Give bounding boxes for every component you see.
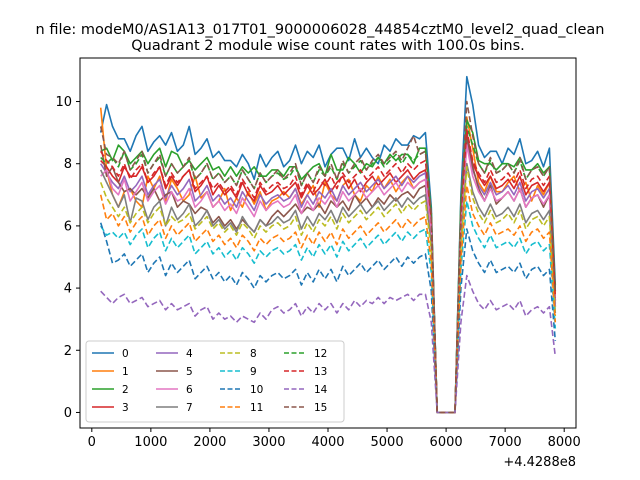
series-layer [99, 75, 557, 414]
series-line-1 [99, 107, 557, 414]
x-tick-label: 0 [88, 435, 96, 450]
y-tick-label: 4 [64, 282, 72, 297]
legend-label-4: 4 [186, 348, 193, 360]
x-axis: 0 1000 2000 3000 4000 5000 6000 7000 8000 [88, 428, 581, 450]
series-line-4 [100, 138, 557, 414]
x-tick-label: 4000 [311, 435, 344, 450]
legend-label-14: 14 [314, 384, 328, 396]
series-line-11 [99, 184, 557, 414]
y-axis: 0 2 4 6 8 10 [55, 95, 80, 421]
series-line-6 [100, 144, 557, 414]
x-tick-label: 7000 [489, 435, 522, 450]
legend-label-11: 11 [250, 402, 263, 414]
legend-label-8: 8 [250, 348, 257, 360]
x-tick-label: 8000 [548, 435, 581, 450]
series-line-3 [100, 131, 557, 414]
legend-label-7: 7 [186, 402, 193, 414]
y-tick-label: 2 [64, 344, 72, 359]
y-tick-label: 8 [64, 157, 72, 172]
series-line-9 [100, 200, 557, 414]
x-tick-label: 3000 [252, 435, 285, 450]
chart-suptitle: n file: modeM0/AS1A13_017T01_9000006028_… [36, 22, 605, 38]
legend-label-9: 9 [250, 366, 257, 378]
x-axis-offset-label: +4.4288e8 [503, 455, 576, 470]
x-tick-label: 5000 [371, 435, 404, 450]
legend-label-12: 12 [314, 348, 327, 360]
series-line-15 [99, 100, 557, 414]
legend-label-5: 5 [186, 366, 193, 378]
series-line-10 [99, 222, 557, 414]
y-tick-label: 10 [55, 95, 72, 110]
series-line-0 [99, 75, 557, 414]
y-tick-label: 0 [64, 406, 72, 421]
legend-label-13: 13 [314, 366, 327, 378]
x-tick-label: 1000 [134, 435, 167, 450]
y-tick-label: 6 [64, 219, 72, 234]
legend-box [85, 340, 345, 423]
x-tick-label: 6000 [430, 435, 463, 450]
x-tick-label: 2000 [193, 435, 226, 450]
series-line-14 [100, 274, 557, 414]
series-line-5 [99, 134, 557, 414]
legend-label-3: 3 [122, 402, 129, 414]
legend-label-10: 10 [250, 384, 263, 396]
chart-title: Quadrant 2 module wise count rates with … [131, 38, 525, 54]
series-line-8 [99, 166, 557, 414]
legend-label-0: 0 [122, 348, 129, 360]
legend-label-15: 15 [314, 402, 327, 414]
legend-label-1: 1 [122, 366, 129, 378]
series-line-13 [100, 128, 557, 414]
legend-label-6: 6 [186, 384, 193, 396]
series-line-2 [100, 119, 557, 414]
series-line-7 [99, 162, 557, 414]
legend-label-2: 2 [122, 384, 129, 396]
